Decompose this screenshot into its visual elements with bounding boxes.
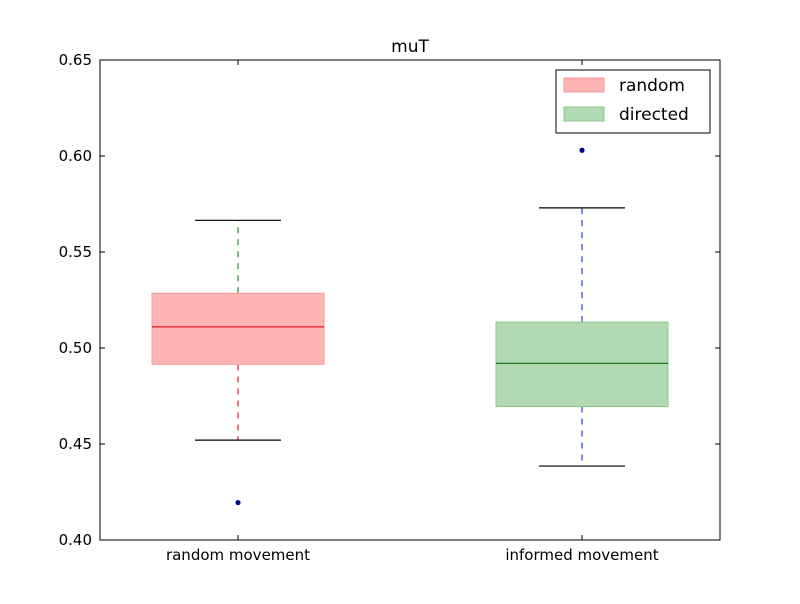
box-group-random bbox=[151, 219, 325, 506]
y-tick-label: 0.65 bbox=[59, 51, 92, 69]
legend-label: directed bbox=[619, 105, 689, 125]
outlier-point bbox=[235, 499, 241, 506]
iqr-box bbox=[151, 292, 325, 365]
y-tick-label: 0.45 bbox=[59, 435, 92, 453]
chart-title: muT bbox=[391, 37, 429, 57]
legend-swatch-directed bbox=[563, 106, 605, 122]
plot-frame bbox=[99, 59, 721, 541]
box-layer bbox=[151, 147, 669, 506]
iqr-box bbox=[495, 321, 669, 408]
legend-swatch-random bbox=[563, 77, 605, 93]
y-tick-label: 0.60 bbox=[59, 147, 92, 165]
legend: random directed bbox=[555, 69, 711, 134]
legend-label: random bbox=[619, 76, 685, 96]
x-tick-label: random movement bbox=[166, 546, 310, 564]
y-tick-label: 0.40 bbox=[59, 531, 92, 549]
x-tick-label: informed movement bbox=[505, 546, 658, 564]
tick-layer: 0.40 0.45 0.50 0.55 0.60 0.65 random movement i… bbox=[59, 51, 720, 564]
outlier-point bbox=[579, 147, 585, 153]
y-tick-label: 0.55 bbox=[59, 243, 92, 261]
box-group-directed bbox=[495, 147, 669, 467]
y-tick-label: 0.50 bbox=[59, 339, 92, 357]
